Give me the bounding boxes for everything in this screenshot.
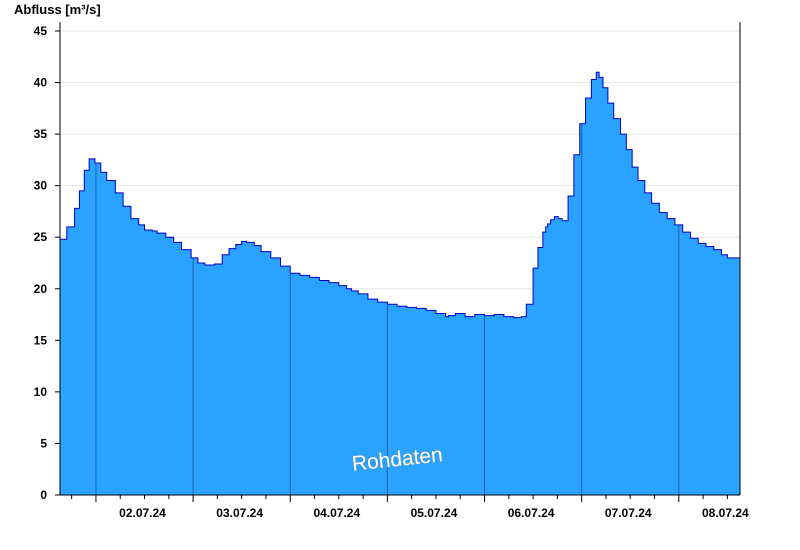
y-tick-label: 20 [34,282,48,296]
x-tick-label: 06.07.24 [508,506,555,520]
y-tick-label: 5 [40,436,47,450]
x-tick-label: 08.07.24 [702,506,749,520]
x-tick-label: 04.07.24 [313,506,360,520]
x-tick-label: 03.07.24 [216,506,263,520]
y-tick-label: 40 [34,76,48,90]
y-tick-label: 25 [34,230,48,244]
x-tick-label: 05.07.24 [411,506,458,520]
discharge-area [60,72,740,495]
x-ticks: 02.07.24 03.07.24 04.07.24 05.07.24 06.07.24… [71,495,749,520]
y-tick-label: 35 [34,127,48,141]
y-tick-label: 45 [34,24,48,38]
y-axis-label: Abfluss [m³/s] [14,2,101,17]
y-tick-label: 10 [34,385,48,399]
y-tick-label: 30 [34,179,48,193]
x-tick-label: 02.07.24 [119,506,166,520]
x-tick-label: 07.07.24 [605,506,652,520]
y-tick-label: 0 [40,488,47,502]
discharge-line [60,71,741,319]
y-ticks: 0 5 10 15 20 25 30 35 40 45 [34,24,60,502]
y-tick-label: 15 [34,333,48,347]
day-separators [95,123,680,495]
